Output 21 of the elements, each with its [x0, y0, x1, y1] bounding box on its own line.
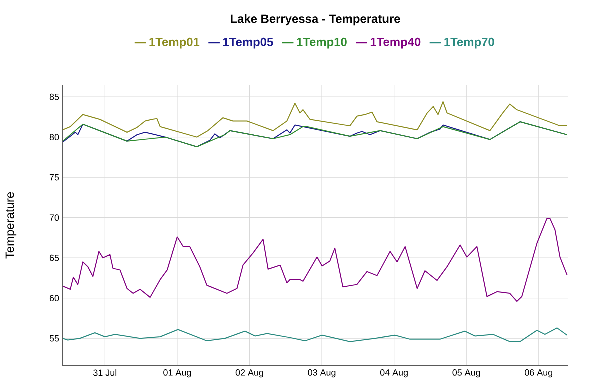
legend-label: 1Temp40	[370, 38, 421, 49]
y-tick-label: 75	[50, 174, 60, 181]
x-tick-label: 02 Aug	[236, 370, 264, 378]
x-tick-label: 05 Aug	[452, 370, 480, 378]
x-tick-label: 03 Aug	[308, 370, 336, 378]
legend-label: 1Temp01	[150, 38, 200, 49]
y-tick-label: 85	[50, 94, 60, 100]
x-tick-label: 31 Jul	[94, 370, 117, 376]
x-tick-label: 01 Aug	[164, 370, 192, 378]
y-axis-title: Temperature	[6, 192, 17, 259]
y-tick-label: 55	[50, 335, 60, 342]
x-tick-label: 06 Aug	[525, 370, 553, 378]
y-tick-label: 70	[50, 214, 60, 222]
y-tick-label: 80	[50, 134, 60, 141]
legend-label: 1Temp10	[297, 38, 347, 49]
chart-title: Lake Berryessa - Temperature	[231, 14, 400, 26]
y-tick-label: 60	[50, 295, 60, 302]
legend-label: 1Temp70	[444, 38, 494, 49]
y-tick-label: 65	[50, 254, 60, 262]
x-tick-label: 04 Aug	[380, 370, 408, 378]
legend-label: 1Temp05	[223, 38, 274, 49]
